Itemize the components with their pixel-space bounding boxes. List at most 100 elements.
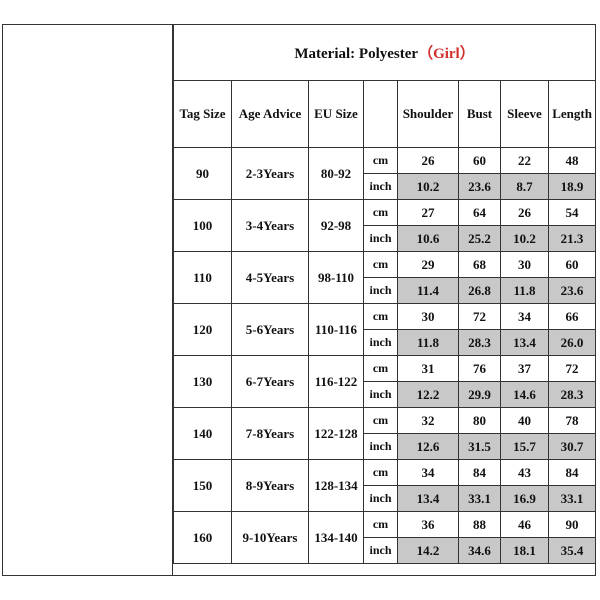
tag-size-cell: 130 xyxy=(173,355,232,408)
unit-inch-label: inch xyxy=(363,173,398,200)
cm-value-cell: 72 xyxy=(547,355,597,382)
cm-value-cell: 72 xyxy=(458,303,501,330)
header-row: Tag Size Age Advice EU Size Shoulder Bus… xyxy=(173,80,597,148)
cm-value-cell: 40 xyxy=(500,407,549,434)
cm-value-cell: 26 xyxy=(500,199,549,226)
product-photos-placeholder xyxy=(3,25,172,575)
inch-value-cell: 12.2 xyxy=(397,381,459,408)
eu-size-cell: 98-110 xyxy=(308,251,364,304)
cm-value-cell: 22 xyxy=(500,147,549,174)
unit-inch-label: inch xyxy=(363,433,398,460)
cm-value-cell: 90 xyxy=(547,511,597,538)
cm-value-cell: 84 xyxy=(547,459,597,486)
table-row-inch: inch 11.8 28.3 13.4 26.0 xyxy=(174,329,597,356)
tag-size-cell: 120 xyxy=(173,303,232,356)
unit-cm-label: cm xyxy=(363,459,398,486)
cm-value-cell: 30 xyxy=(397,303,459,330)
header-eu-size: EU Size xyxy=(308,80,364,148)
cm-value-cell: 32 xyxy=(397,407,459,434)
unit-cm-label: cm xyxy=(363,407,398,434)
cm-value-cell: 29 xyxy=(397,251,459,278)
unit-inch-label: inch xyxy=(363,381,398,408)
size-chart-frame: Material: Polyester（Girl） Tag Size Age A… xyxy=(2,24,597,576)
cm-value-cell: 34 xyxy=(500,303,549,330)
tag-size-cell: 140 xyxy=(173,407,232,460)
tag-size-cell: 100 xyxy=(173,199,232,252)
inch-value-cell: 11.8 xyxy=(500,277,549,304)
cm-value-cell: 48 xyxy=(547,147,597,174)
product-photos xyxy=(3,25,173,575)
inch-value-cell: 11.8 xyxy=(397,329,459,356)
cm-value-cell: 76 xyxy=(458,355,501,382)
cm-value-cell: 27 xyxy=(397,199,459,226)
tag-size-cell: 110 xyxy=(173,251,232,304)
unit-inch-label: inch xyxy=(363,225,398,252)
inch-value-cell: 29.9 xyxy=(458,381,501,408)
table-row-cm: 130 6-7Years 116-122 cm 31 76 37 72 xyxy=(173,355,597,408)
inch-value-cell: 26.0 xyxy=(547,329,597,356)
inch-value-cell: 18.1 xyxy=(500,537,549,564)
tag-size-cell: 150 xyxy=(173,459,232,512)
age-advice-cell: 4-5Years xyxy=(231,251,309,304)
header-bust: Bust xyxy=(458,80,501,148)
inch-value-cell: 11.4 xyxy=(397,277,459,304)
table-row-cm: 160 9-10Years 134-140 cm 36 88 46 90 xyxy=(173,511,597,564)
table-row-inch: inch 12.6 31.5 15.7 30.7 xyxy=(174,433,597,460)
unit-inch-label: inch xyxy=(363,485,398,512)
unit-cm-label: cm xyxy=(363,511,398,538)
inch-value-cell: 14.2 xyxy=(397,537,459,564)
eu-size-cell: 80-92 xyxy=(308,147,364,200)
age-advice-cell: 3-4Years xyxy=(231,199,309,252)
table-row-inch: inch 11.4 26.8 11.8 23.6 xyxy=(174,277,597,304)
age-advice-cell: 5-6Years xyxy=(231,303,309,356)
inch-value-cell: 15.7 xyxy=(500,433,549,460)
inch-value-cell: 28.3 xyxy=(458,329,501,356)
inch-value-cell: 8.7 xyxy=(500,173,549,200)
tag-size-cell: 160 xyxy=(173,511,232,564)
title-text: Material: Polyester xyxy=(294,46,419,62)
table-row-cm: 150 8-9Years 128-134 cm 34 84 43 84 xyxy=(173,459,597,512)
cm-value-cell: 34 xyxy=(397,459,459,486)
cm-value-cell: 84 xyxy=(458,459,501,486)
table-row-cm: 100 3-4Years 92-98 cm 27 64 26 54 xyxy=(173,199,597,252)
eu-size-cell: 116-122 xyxy=(308,355,364,408)
cm-value-cell: 78 xyxy=(547,407,597,434)
inch-value-cell: 16.9 xyxy=(500,485,549,512)
unit-cm-label: cm xyxy=(363,355,398,382)
unit-cm-label: cm xyxy=(363,303,398,330)
table-row-cm: 110 4-5Years 98-110 cm 29 68 30 60 xyxy=(173,251,597,304)
size-table: Material: Polyester（Girl） Tag Size Age A… xyxy=(172,25,597,564)
cm-value-cell: 43 xyxy=(500,459,549,486)
inch-value-cell: 35.4 xyxy=(547,537,597,564)
inch-value-cell: 23.6 xyxy=(547,277,597,304)
inch-value-cell: 13.4 xyxy=(500,329,549,356)
unit-inch-label: inch xyxy=(363,329,398,356)
cm-value-cell: 36 xyxy=(397,511,459,538)
cm-value-cell: 80 xyxy=(458,407,501,434)
cm-value-cell: 68 xyxy=(458,251,501,278)
cm-value-cell: 60 xyxy=(458,147,501,174)
header-length: Length xyxy=(547,80,597,148)
age-advice-cell: 2-3Years xyxy=(231,147,309,200)
table-row-cm: 120 5-6Years 110-116 cm 30 72 34 66 xyxy=(173,303,597,356)
header-age-advice: Age Advice xyxy=(231,80,309,148)
inch-value-cell: 10.6 xyxy=(397,225,459,252)
inch-value-cell: 33.1 xyxy=(547,485,597,512)
eu-size-cell: 110-116 xyxy=(308,303,364,356)
inch-value-cell: 30.7 xyxy=(547,433,597,460)
eu-size-cell: 92-98 xyxy=(308,199,364,252)
cm-value-cell: 64 xyxy=(458,199,501,226)
inch-value-cell: 26.8 xyxy=(458,277,501,304)
inch-value-cell: 13.4 xyxy=(397,485,459,512)
title-row: Material: Polyester（Girl） xyxy=(172,25,597,81)
cm-value-cell: 66 xyxy=(547,303,597,330)
cm-value-cell: 26 xyxy=(397,147,459,174)
cm-value-cell: 54 xyxy=(547,199,597,226)
inch-value-cell: 10.2 xyxy=(397,173,459,200)
cm-value-cell: 88 xyxy=(458,511,501,538)
cm-value-cell: 31 xyxy=(397,355,459,382)
inch-value-cell: 12.6 xyxy=(397,433,459,460)
eu-size-cell: 134-140 xyxy=(308,511,364,564)
cm-value-cell: 46 xyxy=(500,511,549,538)
age-advice-cell: 8-9Years xyxy=(231,459,309,512)
